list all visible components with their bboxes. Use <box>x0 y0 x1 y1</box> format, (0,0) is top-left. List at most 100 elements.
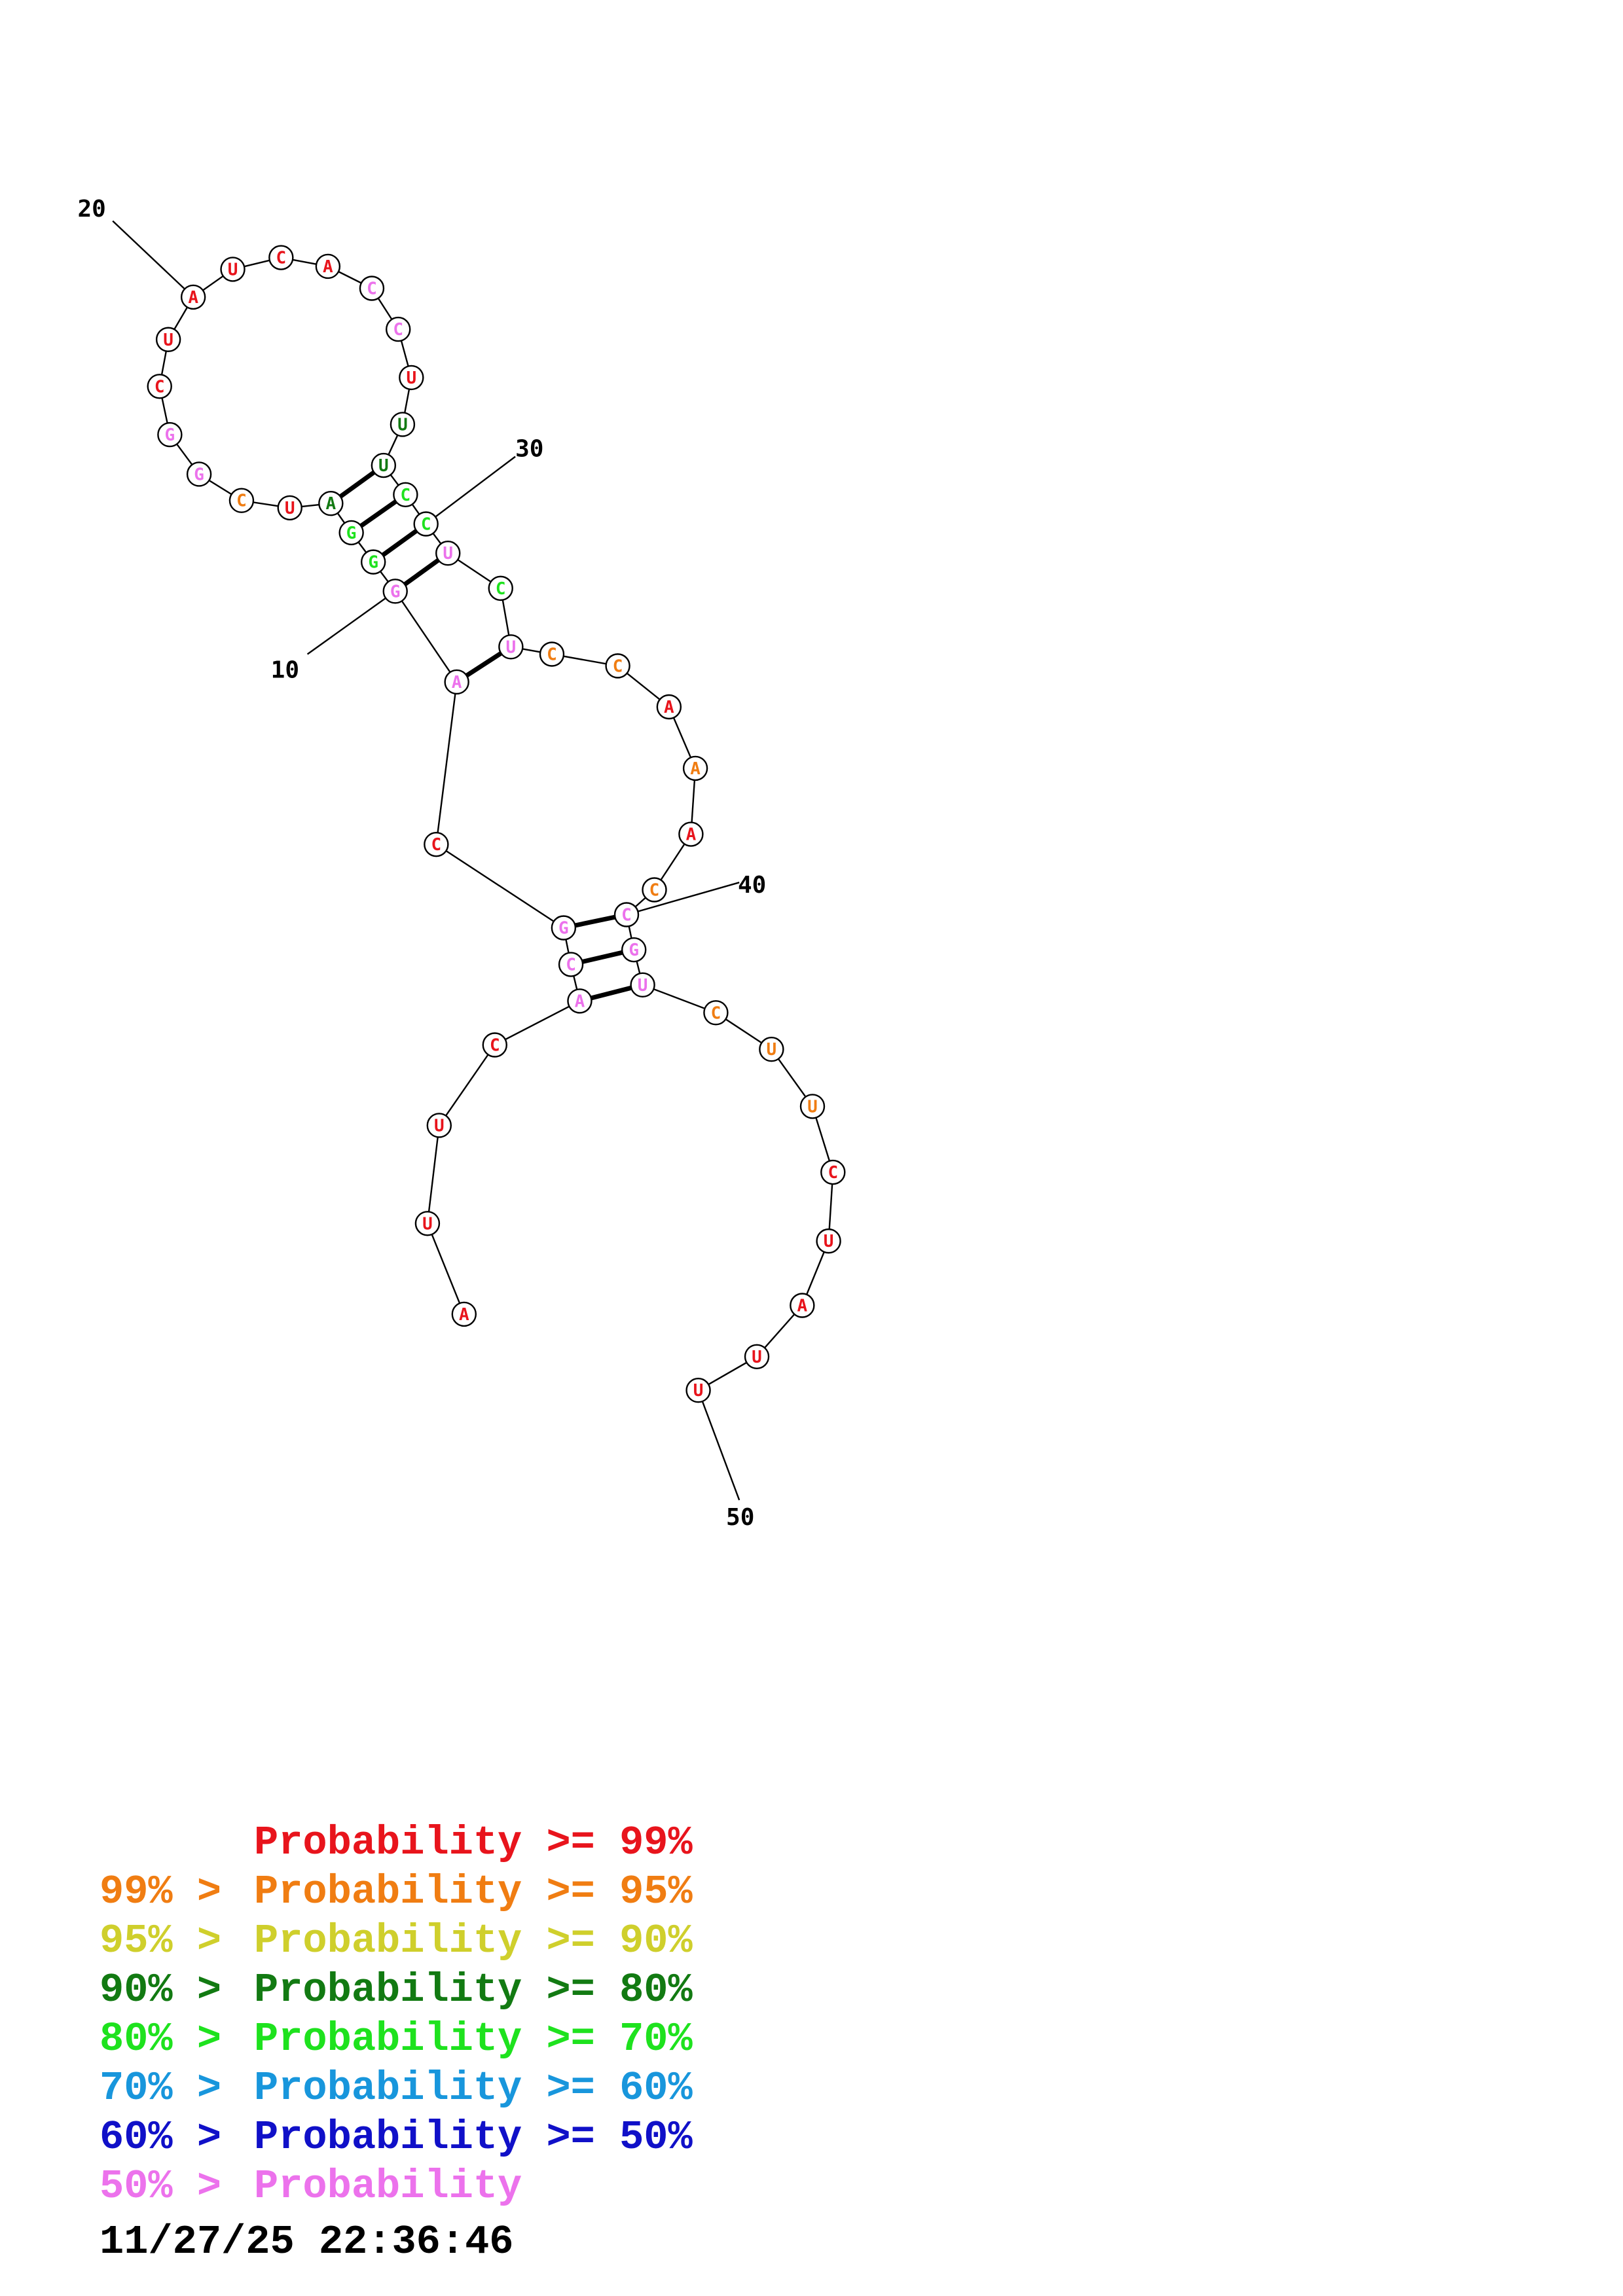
base-letter: C <box>547 645 557 664</box>
base-node: C <box>413 511 439 537</box>
base-letter: U <box>693 1381 704 1401</box>
base-node: U <box>277 495 302 521</box>
base-circle <box>390 412 416 437</box>
legend-row: Probability >= 99% <box>254 1820 693 1866</box>
base-node: C <box>613 902 640 927</box>
base-circle <box>180 284 206 310</box>
base-node: C <box>424 831 449 857</box>
base-circle <box>678 821 704 847</box>
legend-label: Probability >= 50% <box>254 2114 693 2161</box>
base-node: U <box>390 412 416 437</box>
base-node: A <box>656 694 682 720</box>
base-circle <box>558 952 584 977</box>
base-circle <box>228 488 255 513</box>
base-circle <box>385 316 411 342</box>
base-circle <box>186 461 212 487</box>
base-letter: U <box>443 544 453 564</box>
legend-prefix: 90% > <box>100 1967 246 2013</box>
base-letter: A <box>575 992 585 1011</box>
base-node: U <box>816 1228 841 1254</box>
base-node: C <box>385 316 411 342</box>
base-node: G <box>338 520 364 546</box>
base-circle <box>790 1293 815 1318</box>
base-node: C <box>605 653 630 679</box>
base-letter: U <box>824 1232 834 1251</box>
base-circle <box>656 694 682 720</box>
tick-line <box>112 220 194 298</box>
base-letter: U <box>638 976 648 996</box>
base-node: A <box>682 755 708 781</box>
legend-prefix: 80% > <box>100 2016 246 2062</box>
base-circle <box>567 988 593 1014</box>
base-circle <box>277 495 302 521</box>
base-circle <box>220 257 246 282</box>
base-node: G <box>621 937 647 963</box>
base-letter: C <box>276 249 286 268</box>
backbone-segment <box>494 1000 581 1046</box>
base-circle <box>399 365 424 391</box>
legend-label: Probability >= 90% <box>254 1918 693 1964</box>
position-ticks: 10 20 30 40 50 <box>78 196 767 1531</box>
legend-row: 99% > Probability >= 95% <box>100 1869 693 1915</box>
base-letter: C <box>401 486 411 505</box>
base-letter: A <box>686 825 697 845</box>
legend-row: 95% > Probability >= 90% <box>100 1918 693 1964</box>
base-letter: G <box>194 465 204 484</box>
base-circle <box>359 276 385 301</box>
base-letter: U <box>767 1040 777 1060</box>
base-circle <box>382 579 408 604</box>
base-node: A <box>315 253 341 279</box>
base-circle <box>498 634 524 660</box>
base-node: A <box>444 669 469 695</box>
base-letter: C <box>621 906 632 925</box>
base-circle <box>157 422 183 448</box>
base-letter: C <box>566 956 576 975</box>
base-circle <box>820 1159 846 1185</box>
backbone-segment <box>435 844 564 929</box>
base-node: C <box>147 374 172 399</box>
base-letter: C <box>431 835 441 855</box>
base-node: C <box>642 877 667 903</box>
tick-label-20: 20 <box>78 196 106 223</box>
base-node: C <box>820 1159 846 1185</box>
tick-line <box>306 590 396 655</box>
base-node: U <box>155 327 181 352</box>
legend-label: Probability >= 99% <box>254 1820 693 1866</box>
base-node: C <box>268 245 294 270</box>
timestamp: 11/27/25 22:36:46 <box>100 2219 514 2265</box>
base-circle <box>482 1032 507 1058</box>
base-circle <box>744 1344 770 1369</box>
base-circle <box>444 669 469 695</box>
base-node: A <box>318 490 344 516</box>
base-node: U <box>685 1377 711 1403</box>
base-node: U <box>759 1037 784 1062</box>
base-circle <box>315 253 341 279</box>
base-letter: C <box>613 656 623 676</box>
legend-row: 80% > Probability >= 70% <box>100 2016 693 2062</box>
base-circle <box>338 520 364 546</box>
base-node: C <box>228 488 255 513</box>
base-letter: A <box>326 494 337 514</box>
base-letter: C <box>367 279 377 298</box>
base-letter: C <box>649 880 660 900</box>
legend-prefix: 50% > <box>100 2163 246 2210</box>
base-letter: A <box>797 1297 807 1316</box>
base-node: A <box>790 1293 815 1318</box>
base-letter: C <box>490 1036 500 1056</box>
base-node: A <box>451 1301 477 1327</box>
base-circle <box>488 575 513 601</box>
base-node: U <box>799 1094 826 1119</box>
base-node: U <box>371 452 397 478</box>
base-letter: U <box>163 331 173 350</box>
base-letter: C <box>155 377 165 397</box>
legend-prefix: 99% > <box>100 1869 246 1915</box>
base-circle <box>703 1000 729 1026</box>
base-letter: U <box>752 1348 762 1367</box>
tick-line <box>425 456 516 525</box>
tick-label-50: 50 <box>726 1504 754 1531</box>
base-letter: A <box>459 1305 469 1325</box>
legend-row: 60% > Probability >= 50% <box>100 2114 693 2161</box>
base-letter: U <box>807 1097 818 1117</box>
